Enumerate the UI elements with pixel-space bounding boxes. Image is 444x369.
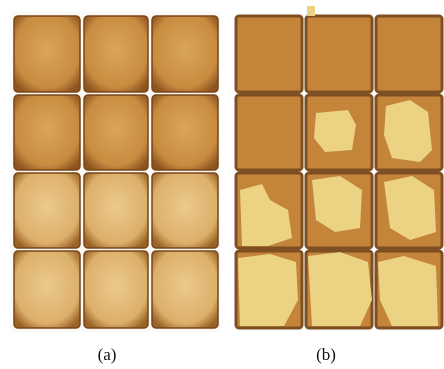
toast-slice <box>152 251 218 328</box>
toast-slice <box>84 95 148 170</box>
panel-label: (b) <box>316 345 336 364</box>
segmentation-panel <box>236 6 442 328</box>
segment-mark <box>307 6 315 16</box>
segment-slice <box>236 95 302 170</box>
segment-patch <box>314 110 356 152</box>
segment-slice <box>376 16 442 92</box>
toast-slice <box>152 173 218 248</box>
segment-slice <box>306 16 372 92</box>
figure: (a) (b) <box>0 0 444 369</box>
segment-patch <box>238 254 298 326</box>
toast-slice <box>14 173 80 248</box>
segment-slice <box>236 16 302 92</box>
toast-slice <box>152 16 218 92</box>
toast-slice <box>152 95 218 170</box>
toast-slice <box>14 95 80 170</box>
toast-slice <box>14 251 80 328</box>
toast-slice <box>84 173 148 248</box>
toast-slice <box>84 16 148 92</box>
toast-slice <box>84 251 148 328</box>
panel-label: (a) <box>98 345 117 364</box>
segment-patch <box>308 252 372 326</box>
toast-slice <box>14 16 80 92</box>
